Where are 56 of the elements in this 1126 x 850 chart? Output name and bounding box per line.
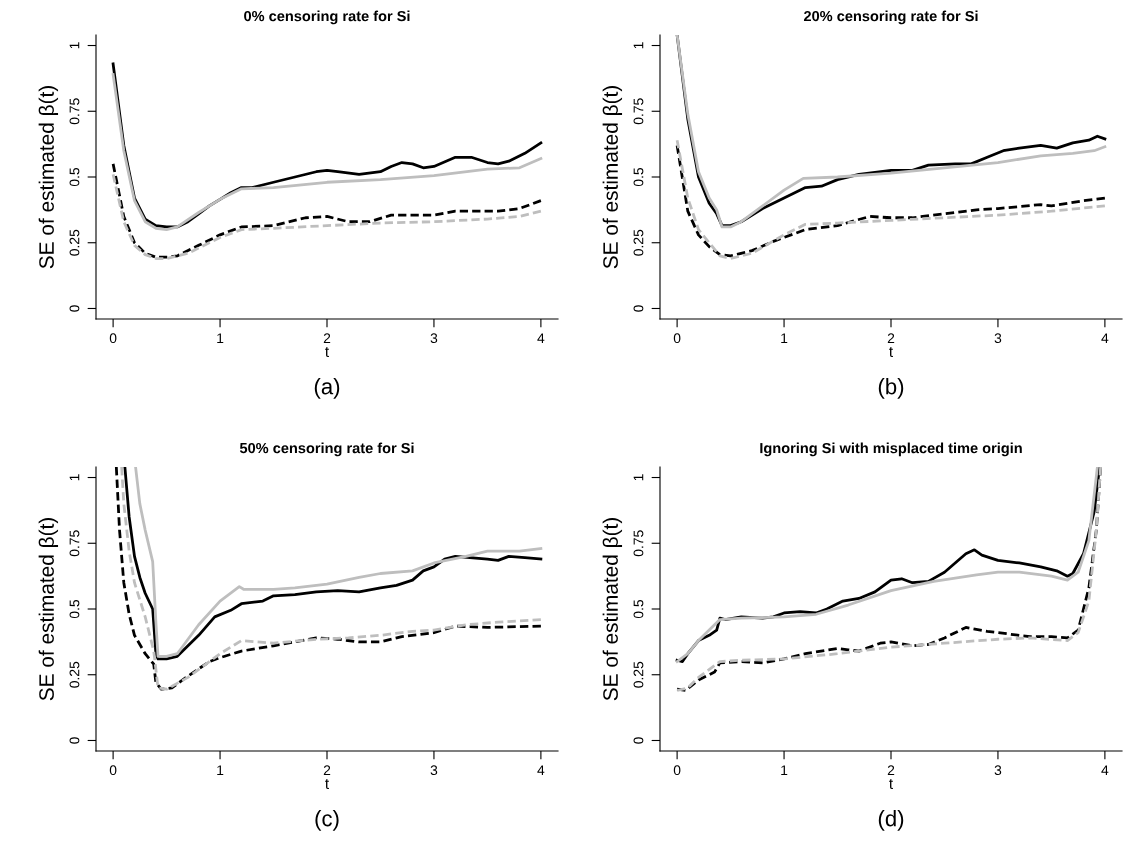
- y-axis-title: SE of estimated β(t): [38, 86, 59, 269]
- x-tick-label: 0: [673, 333, 681, 344]
- text: (d): [878, 810, 904, 831]
- y-tick-label: 1: [69, 42, 80, 49]
- x-tick-label: 3: [994, 333, 1002, 344]
- x-tick-label: 1: [217, 765, 224, 775]
- x-tick-label: 3: [430, 333, 438, 344]
- y-tick-label: 0.5: [633, 167, 644, 187]
- x-axis-title: t: [325, 779, 330, 790]
- y-tick-label: 0.75: [633, 530, 644, 557]
- y-tick-label: 0.25: [633, 229, 644, 256]
- x-tick-label: 1: [781, 333, 788, 343]
- y-tick-label: 0.5: [69, 167, 80, 187]
- y-tick-label: 0.25: [69, 661, 80, 688]
- y-tick-label: 1: [69, 474, 80, 481]
- x-tick-label: 0: [109, 765, 117, 776]
- x-tick-label: 4: [1101, 765, 1109, 775]
- y-tick-label: 0: [69, 305, 80, 312]
- x-axis-title: t: [889, 779, 894, 790]
- x-tick-label: 2: [323, 765, 331, 775]
- y-tick-label: 0.75: [69, 98, 80, 125]
- x-tick-label: 4: [537, 765, 545, 775]
- text: (c): [315, 810, 339, 831]
- x-tick-label: 2: [887, 333, 895, 343]
- x-tick-label: 0: [673, 765, 681, 776]
- chart-title: 50% censoring rate for Si: [239, 442, 414, 457]
- chart-title: 0% censoring rate for Si: [244, 10, 410, 25]
- x-tick-label: 0: [109, 333, 117, 344]
- y-tick-label: 0: [633, 737, 644, 744]
- x-axis-title: t: [325, 347, 330, 358]
- x-axis-title: t: [889, 347, 894, 358]
- y-tick-label: 0.75: [633, 98, 644, 125]
- x-tick-label: 3: [430, 765, 438, 776]
- x-tick-label: 1: [217, 333, 224, 343]
- x-tick-label: 2: [887, 765, 895, 775]
- y-tick-label: 0.75: [69, 530, 80, 557]
- text: (a): [314, 378, 340, 399]
- text: (b): [878, 378, 904, 399]
- y-tick-label: 1: [633, 42, 644, 49]
- x-tick-label: 4: [1101, 333, 1109, 343]
- x-tick-label: 1: [781, 765, 788, 775]
- y-tick-label: 1: [633, 474, 644, 481]
- y-axis-title: SE of estimated β(t): [38, 518, 59, 701]
- y-tick-label: 0.5: [69, 599, 80, 619]
- x-tick-label: 4: [537, 333, 545, 343]
- chart-title: Ignoring Si with misplaced time origin: [760, 442, 1022, 457]
- y-tick-label: 0.5: [633, 599, 644, 619]
- y-tick-label: 0.25: [633, 661, 644, 688]
- y-tick-label: 0: [633, 305, 644, 312]
- x-tick-label: 3: [994, 765, 1002, 776]
- y-axis-title: SE of estimated β(t): [602, 86, 623, 269]
- x-tick-label: 2: [323, 333, 331, 343]
- y-tick-label: 0: [69, 737, 80, 744]
- y-tick-label: 0.25: [69, 229, 80, 256]
- y-axis-title: SE of estimated β(t): [602, 518, 623, 701]
- chart-title: 20% censoring rate for Si: [803, 10, 978, 25]
